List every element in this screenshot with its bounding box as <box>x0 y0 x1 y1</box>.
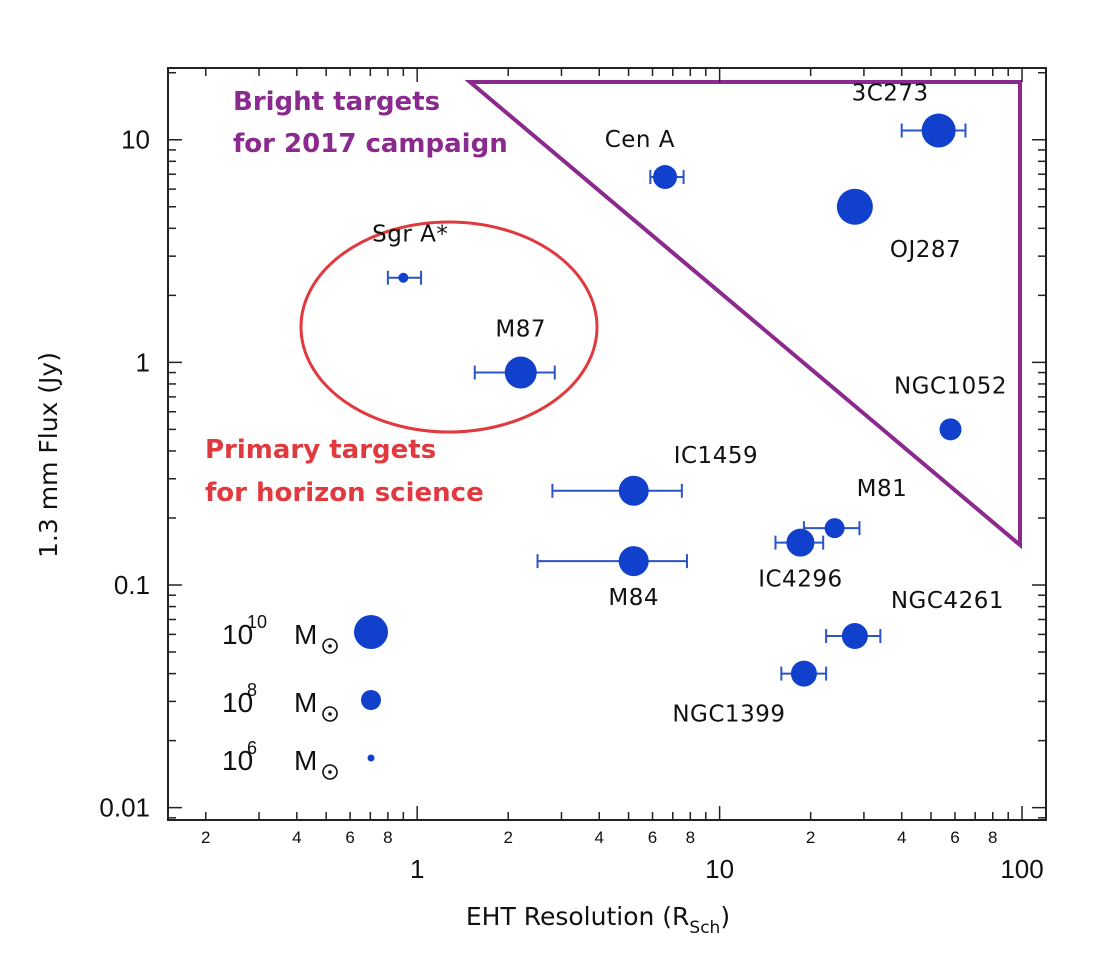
data-point-label: OJ287 <box>890 237 961 263</box>
data-point-label: Cen A <box>605 127 675 153</box>
bright-targets-line1: Bright targets <box>233 87 440 117</box>
x-minor-tick-label: 6 <box>950 828 959 847</box>
data-point <box>824 518 845 539</box>
sun-symbol-dot <box>328 644 332 648</box>
labels-layer: Sgr A* M87 Cen A 3C273 OJ287 NGC1052 IC1459 M81… <box>372 81 1007 728</box>
sun-symbol-dot <box>328 712 332 716</box>
data-point-label: NGC1052 <box>894 373 1007 399</box>
x-minor-tick-label: 4 <box>595 828 604 847</box>
legend-base: 10 <box>222 745 253 776</box>
y-major-tick-label: 0.01 <box>99 793 150 823</box>
data-point <box>836 188 873 225</box>
data-point <box>790 660 817 687</box>
legend-marker <box>361 690 381 710</box>
data-point-label: Sgr A* <box>372 222 448 248</box>
points-layer <box>398 113 962 687</box>
y-axis-title: 1.3 mm Flux (Jy) <box>34 352 63 558</box>
y-major-tick-label: 1 <box>136 347 150 377</box>
data-point <box>653 165 678 190</box>
x-minor-tick-label: 2 <box>503 828 512 847</box>
data-point-label: NGC1399 <box>672 702 785 728</box>
x-minor-tick-label: 8 <box>686 828 695 847</box>
data-point-label: M84 <box>608 585 659 611</box>
x-minor-tick-label: 8 <box>383 828 392 847</box>
errorbar-layer <box>386 123 967 681</box>
legend-unit: M <box>294 745 317 776</box>
data-point <box>504 356 537 389</box>
legend-exponent: 6 <box>247 738 257 758</box>
legend-exponent: 8 <box>247 680 257 700</box>
axes-layer: 1 10 100 2 4 6 8 2 4 6 8 2 4 6 8 0.01 0.1 1 10 <box>99 67 1047 884</box>
x-major-tick-label: 10 <box>705 854 734 884</box>
data-point-label: M81 <box>857 476 908 502</box>
x-axis-title: EHT Resolution (RSch) <box>466 902 730 938</box>
legend-marker <box>367 754 375 762</box>
data-point <box>841 623 868 650</box>
legend-marker <box>354 615 388 649</box>
region-layer <box>299 80 1022 550</box>
x-major-tick-label: 100 <box>1000 854 1043 884</box>
sun-symbol-icon <box>322 764 338 780</box>
data-point-label: M87 <box>495 317 546 343</box>
data-point <box>398 272 409 283</box>
legend-base: 10 <box>222 687 253 718</box>
data-point <box>921 113 956 148</box>
primary-targets-line1: Primary targets <box>205 435 436 465</box>
x-minor-tick-label: 4 <box>292 828 301 847</box>
x-minor-tick-label: 2 <box>201 828 210 847</box>
sun-symbol-icon <box>322 638 338 654</box>
x-major-tick-label: 1 <box>410 854 424 884</box>
sun-symbol-dot <box>328 770 332 774</box>
plot-frame <box>167 67 1047 821</box>
sun-symbol-icon <box>322 706 338 722</box>
x-minor-tick-label: 6 <box>345 828 354 847</box>
data-point <box>786 528 815 557</box>
data-point <box>618 475 649 506</box>
primary-targets-line2: for horizon science <box>205 478 484 508</box>
data-point-label: IC1459 <box>674 443 758 469</box>
bright-targets-line2: for 2017 campaign <box>233 129 508 159</box>
legend-unit: M <box>294 687 317 718</box>
legend-exponent: 10 <box>247 612 267 632</box>
y-major-tick-label: 10 <box>121 125 150 155</box>
primary-targets-circle <box>299 220 599 434</box>
x-minor-tick-label: 4 <box>897 828 906 847</box>
data-point-label: 3C273 <box>852 81 929 107</box>
data-point-label: IC4296 <box>758 567 842 593</box>
data-point <box>618 546 649 577</box>
data-point <box>939 418 962 441</box>
x-minor-tick-label: 6 <box>648 828 657 847</box>
x-minor-tick-label: 8 <box>988 828 997 847</box>
legend-unit: M <box>294 619 317 650</box>
data-point-label: NGC4261 <box>891 588 1004 614</box>
legend-base: 10 <box>222 619 253 650</box>
bright-targets-triangle <box>464 80 1022 550</box>
y-major-tick-label: 0.1 <box>114 570 150 600</box>
annotations-layer: Bright targets for 2017 campaign Primary… <box>205 87 508 508</box>
x-minor-tick-label: 2 <box>806 828 815 847</box>
